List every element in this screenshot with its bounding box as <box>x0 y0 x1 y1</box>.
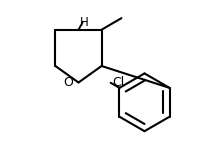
Text: Cl: Cl <box>112 76 125 89</box>
Text: O: O <box>64 76 74 89</box>
Text: H: H <box>80 16 89 29</box>
